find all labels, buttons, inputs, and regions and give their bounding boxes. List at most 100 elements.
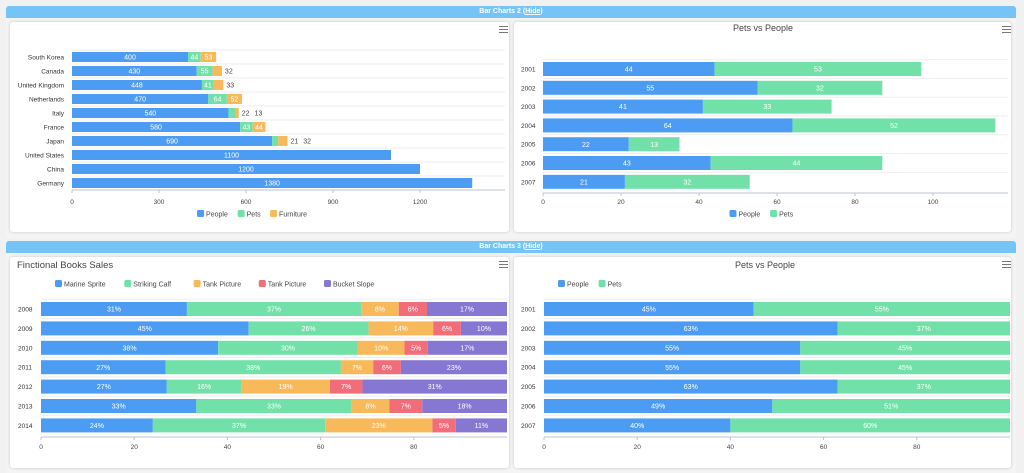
bar-segment[interactable] (455, 418, 507, 433)
bar-segment[interactable] (72, 80, 202, 90)
bar-segment[interactable] (433, 321, 461, 336)
bar-segment[interactable] (543, 118, 793, 133)
bar-segment[interactable] (422, 399, 507, 413)
bar-segment[interactable] (218, 340, 358, 355)
bar-segment[interactable] (389, 399, 423, 413)
bar-segment[interactable] (41, 302, 187, 316)
legend-item[interactable]: Tank Picture (193, 280, 242, 289)
bar-segment[interactable] (252, 122, 266, 132)
bar-segment[interactable] (757, 80, 883, 95)
hide-link[interactable]: Hide (525, 243, 541, 250)
bar-segment[interactable] (543, 137, 629, 152)
bar-segment[interactable] (543, 99, 703, 114)
hide-link[interactable]: Hide (525, 8, 541, 15)
bar-segment[interactable] (196, 66, 213, 76)
bar-segment[interactable] (41, 399, 197, 413)
bar-segment[interactable] (432, 418, 456, 433)
bar-segment[interactable] (368, 321, 434, 336)
bar-segment[interactable] (72, 164, 420, 174)
bar-segment[interactable] (72, 52, 188, 62)
bar-segment[interactable] (373, 360, 401, 375)
bar-segment[interactable] (278, 136, 288, 146)
bar-segment[interactable] (340, 360, 374, 375)
legend-item[interactable]: Striking Calf (124, 280, 171, 289)
bar-segment[interactable] (544, 321, 838, 336)
bar-segment[interactable] (41, 360, 166, 375)
legend-item[interactable]: Tank Picture (258, 280, 307, 289)
bar-segment[interactable] (41, 340, 219, 355)
bar-segment[interactable] (228, 108, 235, 118)
bar-segment[interactable] (543, 62, 715, 76)
bar-segment[interactable] (772, 399, 1010, 413)
bar-segment[interactable] (272, 136, 279, 146)
bar-segment[interactable] (544, 379, 838, 394)
bar-segment[interactable] (730, 418, 1010, 433)
bar-segment[interactable] (188, 52, 201, 62)
bar-segment[interactable] (41, 418, 153, 433)
bar-segment[interactable] (72, 122, 241, 132)
bar-segment[interactable] (329, 379, 363, 394)
bar-segment[interactable] (702, 99, 832, 114)
bar-segment[interactable] (800, 340, 1010, 355)
hamburger-menu-icon[interactable] (1002, 26, 1011, 33)
bar-segment[interactable] (186, 302, 362, 316)
bar-segment[interactable] (624, 174, 750, 189)
bar-segment[interactable] (543, 156, 711, 170)
bar-segment[interactable] (714, 62, 922, 76)
bar-segment[interactable] (710, 156, 883, 170)
bar-segment[interactable] (404, 340, 428, 355)
bar-segment[interactable] (72, 66, 197, 76)
bar-segment[interactable] (165, 360, 341, 375)
bar-segment[interactable] (234, 108, 239, 118)
bar-segment[interactable] (544, 360, 801, 375)
bar-segment[interactable] (628, 137, 680, 152)
hamburger-menu-icon[interactable] (1002, 261, 1011, 268)
bar-segment[interactable] (362, 379, 507, 394)
bar-segment[interactable] (166, 379, 242, 394)
bar-segment[interactable] (208, 94, 227, 104)
bar-segment[interactable] (72, 108, 229, 118)
bar-segment[interactable] (196, 399, 352, 413)
bar-segment[interactable] (427, 340, 507, 355)
bar-segment[interactable] (357, 340, 405, 355)
bar-segment[interactable] (152, 418, 326, 433)
bar-segment[interactable] (460, 321, 507, 336)
bar-segment[interactable] (72, 94, 209, 104)
bar-segment[interactable] (544, 302, 754, 316)
bar-segment[interactable] (800, 360, 1010, 375)
bar-segment[interactable] (544, 340, 801, 355)
legend-item[interactable]: Bucket Slope (324, 280, 374, 289)
bar-segment[interactable] (543, 80, 758, 95)
bar-segment[interactable] (426, 302, 507, 316)
bar-segment[interactable] (226, 94, 242, 104)
bar-segment[interactable] (212, 66, 222, 76)
bar-segment[interactable] (41, 379, 167, 394)
bar-segment[interactable] (361, 302, 399, 316)
bar-segment[interactable] (248, 321, 369, 336)
bar-segment[interactable] (351, 399, 390, 413)
bar-segment[interactable] (241, 379, 330, 394)
bar-segment[interactable] (72, 178, 473, 188)
bar-segment[interactable] (792, 118, 996, 133)
bar-segment[interactable] (200, 52, 217, 62)
bar-segment[interactable] (837, 379, 1010, 394)
bar-segment[interactable] (325, 418, 433, 433)
legend-item[interactable]: People (558, 280, 589, 289)
legend-item[interactable]: Pets (598, 280, 623, 289)
legend-item[interactable]: Pets (237, 210, 262, 219)
legend-item[interactable]: People (729, 210, 761, 219)
legend-item[interactable]: People (197, 210, 228, 219)
bar-segment[interactable] (753, 302, 1010, 316)
bar-segment[interactable] (201, 80, 214, 90)
legend-item[interactable]: Marine Sprite (55, 280, 106, 289)
bar-segment[interactable] (837, 321, 1010, 336)
bar-segment[interactable] (543, 174, 625, 189)
bar-segment[interactable] (72, 150, 391, 160)
legend-item[interactable]: Pets (770, 210, 794, 219)
bar-segment[interactable] (544, 418, 731, 433)
bar-segment[interactable] (41, 321, 249, 336)
bar-segment[interactable] (72, 136, 273, 146)
bar-segment[interactable] (544, 399, 773, 413)
bar-segment[interactable] (400, 360, 507, 375)
hamburger-menu-icon[interactable] (499, 26, 508, 33)
